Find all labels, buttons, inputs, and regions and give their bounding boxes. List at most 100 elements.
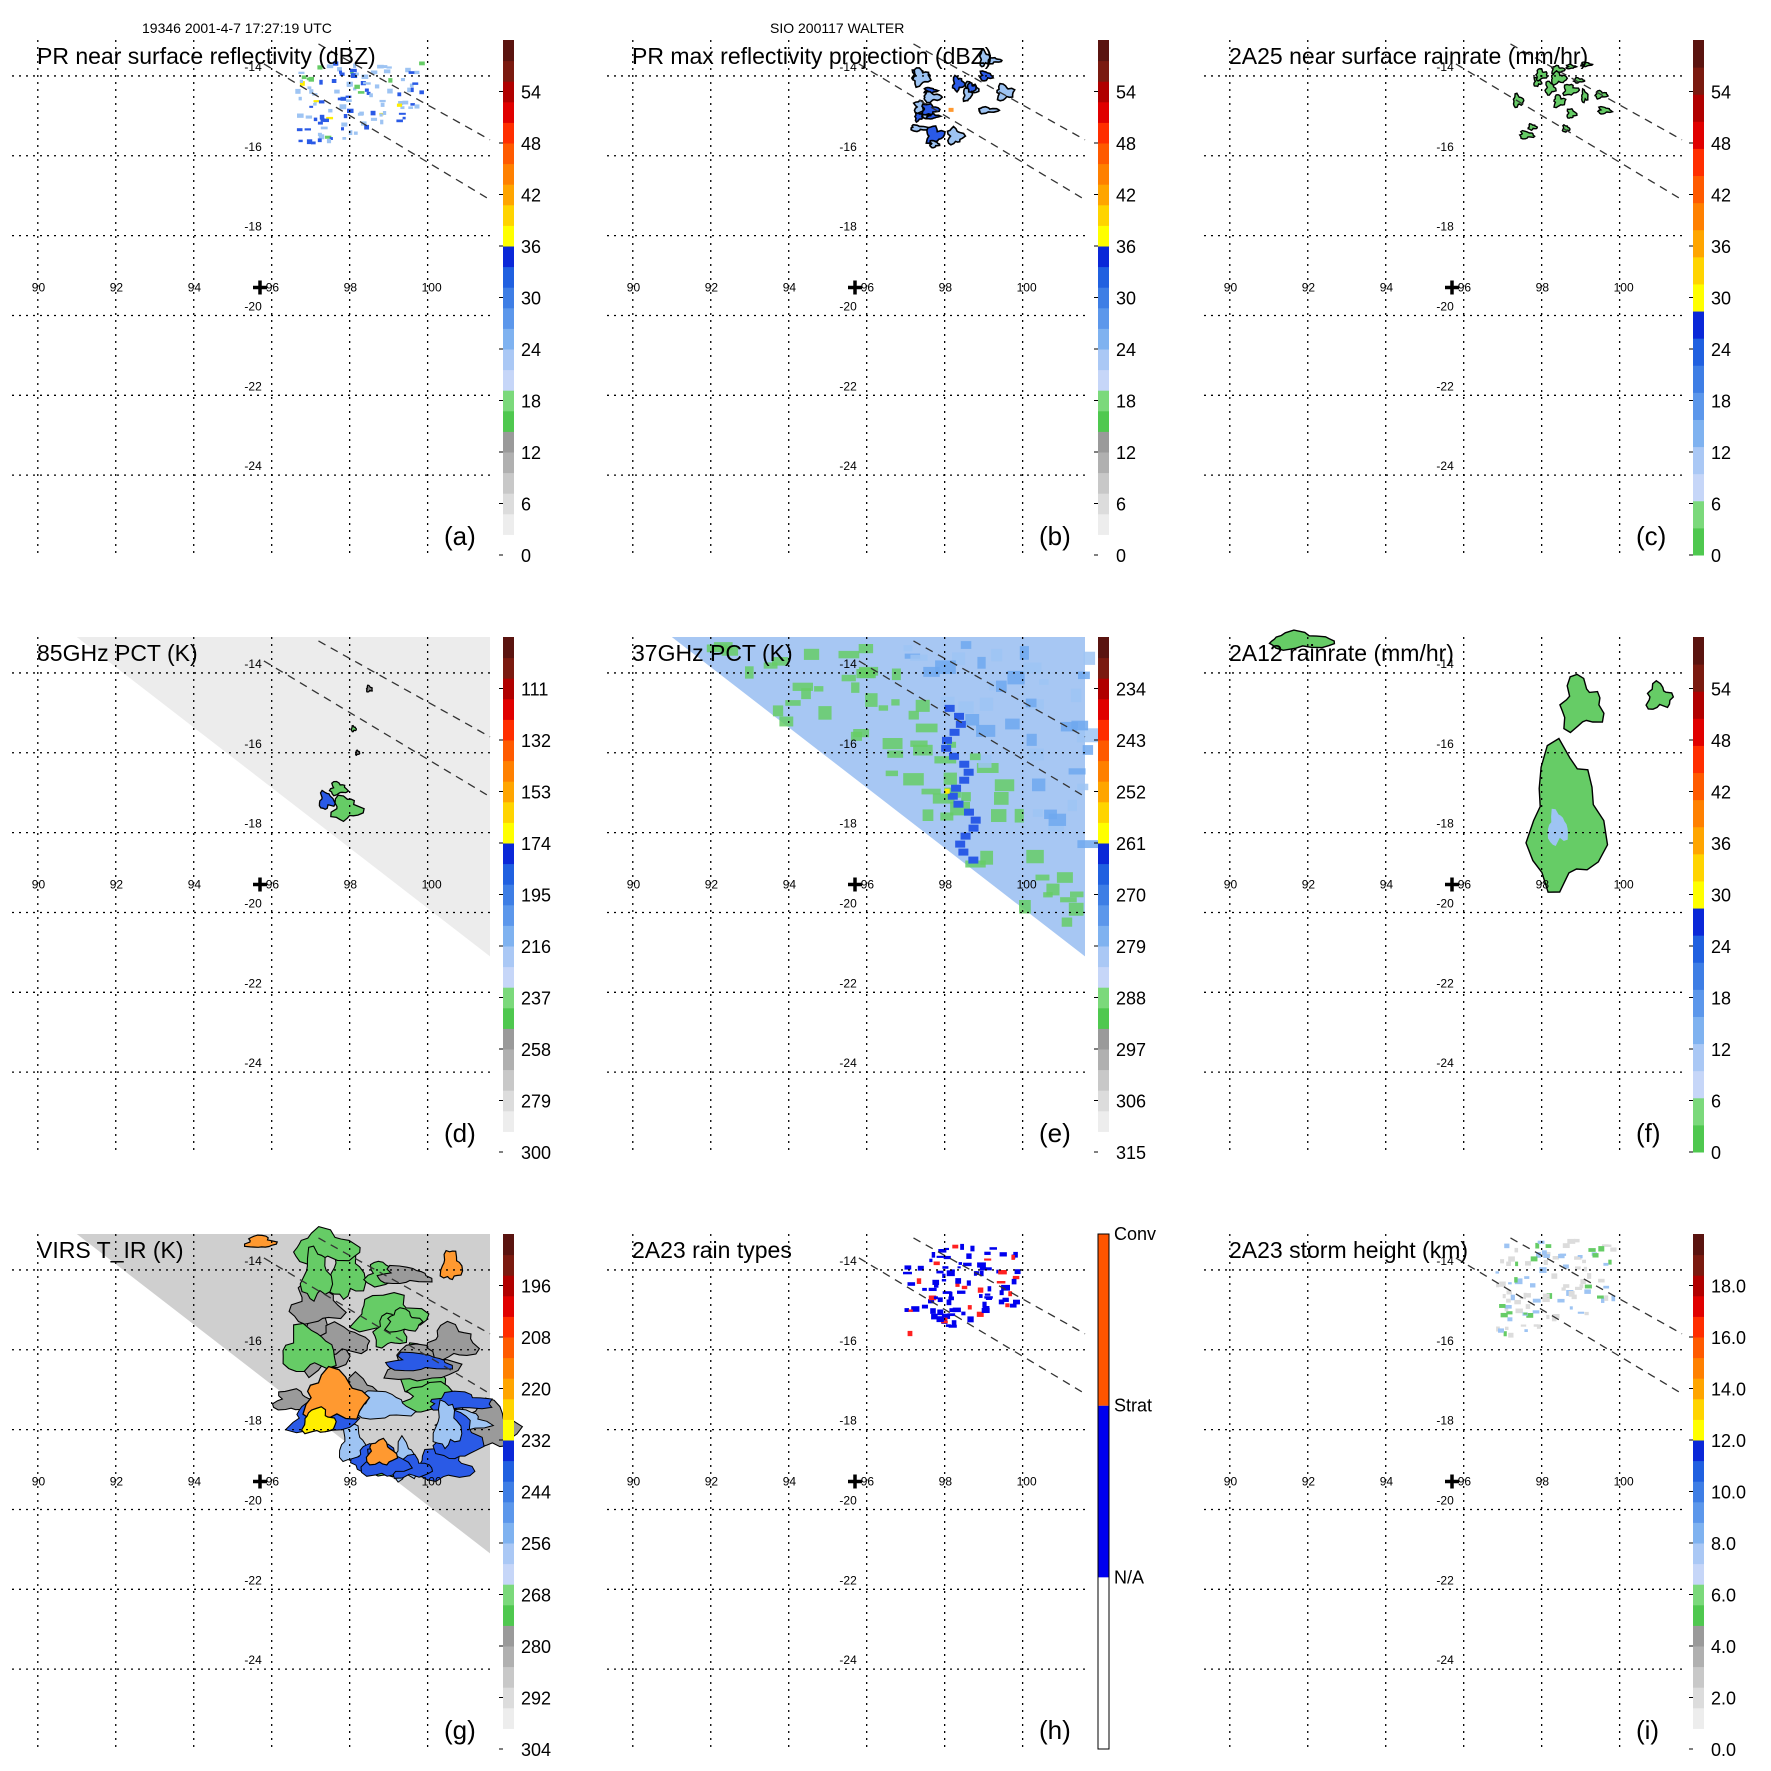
colorbar-segment	[1693, 745, 1704, 774]
lat-tick-label: -20	[1436, 1493, 1454, 1507]
lon-tick-label: 90	[32, 281, 46, 295]
colorbar-segment	[1098, 452, 1109, 474]
storm-center-marker	[1445, 1474, 1459, 1489]
lat-tick-label: -24	[839, 1056, 857, 1070]
colorbar-tick-label: 12.0	[1711, 1431, 1746, 1451]
lat-tick-label: -20	[244, 1493, 262, 1507]
colorbar-segment	[1098, 122, 1109, 144]
colorbar-segment	[1693, 691, 1704, 719]
colorbar-segment	[503, 163, 514, 185]
colorbar-segment	[503, 1049, 514, 1071]
colorbar-segment	[1098, 740, 1109, 762]
storm-center-marker	[1445, 280, 1459, 295]
colorbar-segment	[1693, 175, 1704, 204]
pr-swath-edge	[1510, 43, 1683, 141]
colorbar-tick-label: 36	[1116, 237, 1136, 257]
colorbar-segment	[503, 143, 514, 165]
colorbar-segment	[503, 657, 514, 679]
colorbar-segment	[503, 1563, 514, 1585]
pr-swath-edge	[913, 640, 1086, 738]
colorbar-tick-label: 36	[1711, 237, 1731, 257]
colorbar-segment	[503, 246, 514, 268]
colorbar-tick-label: 6	[1116, 495, 1126, 515]
colorbar-segment	[1693, 935, 1704, 963]
lat-tick-label: -18	[839, 817, 857, 831]
colorbar-segment	[503, 946, 514, 968]
colorbar-segment	[1693, 1440, 1704, 1462]
colorbar-tick-label: 0	[1116, 546, 1126, 566]
storm-center-marker	[848, 877, 862, 892]
panel-label: (f)	[1636, 1118, 1661, 1148]
colorbar-segment	[1693, 1501, 1704, 1523]
colorbar-segment	[1098, 349, 1109, 371]
colorbar-tick-label: 48	[521, 134, 541, 154]
colorbar-tick-label: 6.0	[1711, 1586, 1736, 1606]
colorbar-segment	[1693, 1707, 1704, 1729]
colorbar-segment	[1693, 256, 1704, 285]
lat-tick-label: -14	[244, 1254, 262, 1268]
lon-tick-label: 90	[627, 878, 641, 892]
colorbar-tick-label: 24	[1711, 937, 1731, 957]
colorbar-tick-label: 42	[1711, 186, 1731, 206]
colorbar-tick-label: 12	[1711, 443, 1731, 463]
pr-swath-edge	[318, 43, 491, 141]
lon-tick-label: 96	[1458, 281, 1472, 295]
lat-tick-label: -20	[839, 1493, 857, 1507]
colorbar-segment	[1098, 101, 1109, 123]
colorbar-segment	[503, 801, 514, 823]
colorbar-segment	[503, 1357, 514, 1379]
panel-b: 90 92 94 96 98 100 -14 -16 -18 -20 -22 -24 PR max re…	[607, 40, 1136, 566]
colorbar-tick-label: 18	[521, 392, 541, 412]
colorbar-segment	[503, 1398, 514, 1420]
colorbar-tick-label: 220	[521, 1380, 551, 1400]
colorbar-segment	[1098, 287, 1109, 309]
panel-label: (e)	[1039, 1118, 1071, 1148]
colorbar-tick-label: 54	[521, 83, 541, 103]
colorbar-segment	[503, 1687, 514, 1709]
colorbar-tick-label: 300	[521, 1143, 551, 1163]
colorbar-segment	[1098, 472, 1109, 494]
colorbar-tick-label: 174	[521, 834, 551, 854]
pr-swath-edge	[1455, 63, 1683, 201]
panel-label: (a)	[444, 521, 476, 551]
colorbar-segment	[1098, 843, 1109, 865]
lat-tick-label: -24	[1436, 459, 1454, 473]
colorbar-g: 304 292 280 268 256 244 232 220 208 196	[499, 1234, 551, 1760]
lon-tick-label: 98	[1536, 1475, 1550, 1489]
colorbar-segment	[1693, 1337, 1704, 1359]
lon-tick-label: 100	[1614, 878, 1634, 892]
colorbar-segment	[1693, 365, 1704, 393]
data-field-d	[318, 684, 373, 823]
lon-tick-label: 94	[1380, 281, 1394, 295]
lat-tick-label: -22	[1436, 379, 1454, 393]
colorbar-segment	[1098, 307, 1109, 329]
colorbar-d: 300 279 258 237 216 195 174 153 132 111	[499, 637, 551, 1163]
colorbar-b: 0 6 12 18 24 30 36 42 48 54	[1094, 40, 1136, 566]
colorbar-segment	[503, 1440, 514, 1462]
colorbar-tick-label: 237	[521, 989, 551, 1009]
colorbar-segment	[1098, 40, 1109, 62]
colorbar-segment	[1693, 446, 1704, 475]
lat-tick-label: -20	[839, 896, 857, 910]
pr-swath-edge	[1455, 1257, 1683, 1395]
colorbar-segment	[1693, 1097, 1704, 1126]
colorbar-segment	[1693, 1563, 1704, 1585]
lon-tick-label: 100	[1017, 1475, 1037, 1489]
lat-tick-label: -22	[244, 379, 262, 393]
panel-label: (d)	[444, 1118, 476, 1148]
colorbar-segment	[1098, 1090, 1109, 1112]
storm-center-marker	[848, 1474, 862, 1489]
colorbar-segment	[1693, 283, 1704, 312]
lon-tick-label: 96	[1458, 878, 1472, 892]
colorbar-segment	[1693, 1275, 1704, 1297]
colorbar-h: N/A Strat Conv	[1097, 1224, 1156, 1750]
colorbar-tick-label: 48	[1711, 731, 1731, 751]
colorbar-segment	[1693, 1398, 1704, 1420]
lon-tick-label: 92	[1302, 1475, 1316, 1489]
colorbar-segment	[503, 1666, 514, 1688]
colorbar-segment	[503, 266, 514, 288]
pr-swath-edge	[263, 660, 491, 798]
colorbar-tick-label: 256	[521, 1534, 551, 1554]
colorbar-tick-label: 30	[521, 289, 541, 309]
colorbar-segment	[503, 204, 514, 226]
